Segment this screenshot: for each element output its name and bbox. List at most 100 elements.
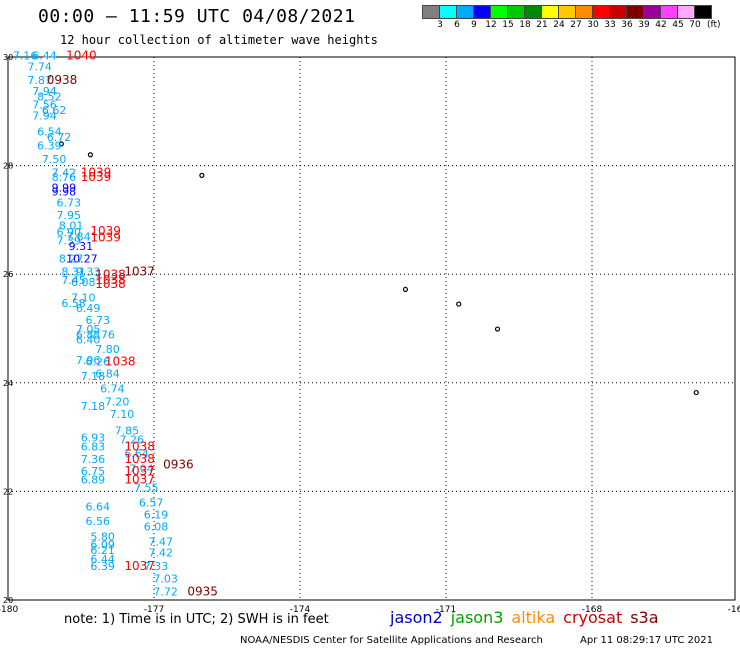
wave-height-label: 6.64 (124, 448, 149, 461)
color-scale-tick: 21 (536, 20, 548, 30)
wave-height-label: 6.26 (86, 355, 111, 368)
pass-time-label: 1038 (124, 440, 155, 454)
island-marker (402, 286, 409, 293)
island-marker (456, 301, 462, 307)
wave-height-label: 7.26 (119, 434, 143, 447)
satellite-legend-item: jason3 (450, 608, 504, 627)
wave-height-label: 6.09 (90, 538, 115, 551)
wave-height-label: 6.57 (139, 497, 164, 510)
pass-time-label: 1038 (95, 277, 126, 291)
x-axis-tick-label: -168 (582, 605, 603, 615)
y-axis-tick-label: 26 (3, 270, 13, 279)
wave-height-label: 6.73 (86, 314, 111, 327)
wave-height-label: 7.42 (52, 166, 76, 179)
wave-height-label: 6.72 (47, 131, 71, 144)
y-axis-tick-label: 30 (3, 53, 13, 62)
pass-time-label: 1038 (105, 354, 136, 368)
wave-height-label: 6.90 (56, 226, 81, 239)
wave-height-label: 7.42 (149, 547, 174, 560)
wave-height-label: 9.33 (76, 265, 101, 278)
y-axis-tick-label: 24 (3, 379, 13, 388)
color-swatch (694, 5, 712, 19)
x-axis-tick-label: -180 (0, 605, 18, 615)
wave-height-label: 6.89 (81, 473, 106, 486)
x-axis-tick-label: -174 (290, 605, 311, 615)
wave-height-label: 7.04 (129, 462, 154, 475)
wave-height-label: 7.10 (110, 408, 135, 421)
wave-height-label: 8.31 (61, 265, 86, 278)
satellite-legend-item: altika (511, 608, 556, 627)
wave-height-label: 8.01 (59, 220, 84, 233)
wave-height-label: 6.54 (37, 126, 62, 139)
satellite-legend: jason2 jason3 altika cryosat s3a (390, 608, 667, 627)
y-axis-tick-label: 28 (3, 162, 13, 171)
wave-height-label: 6.40 (76, 334, 101, 347)
wave-height-label: 9.98 (52, 185, 76, 198)
wave-height-label: 7.20 (105, 396, 130, 409)
pass-time-label: 0936 (163, 458, 194, 472)
wave-height-label: 7.72 (153, 586, 178, 599)
wave-height-label: 6.64 (86, 500, 111, 513)
color-scale-tick: 6 (454, 20, 460, 30)
island-marker (199, 172, 205, 178)
color-scale-tick: 18 (519, 20, 531, 30)
wave-height-label: 6.58 (61, 297, 86, 310)
wave-height-label: 7.76 (90, 328, 115, 341)
island-marker (58, 141, 64, 147)
color-scale-tick: 24 (553, 20, 565, 30)
wave-height-label: 8.52 (37, 90, 62, 103)
color-scale-tick: 33 (604, 20, 616, 30)
island-marker (87, 152, 93, 158)
pass-time-label: 1039 (81, 170, 112, 184)
wave-height-label: 6.84 (95, 367, 120, 380)
pass-time-label: 1038 (95, 273, 126, 287)
wave-height-label: 7.94 (32, 85, 57, 98)
wave-height-label: 6.49 (76, 302, 101, 315)
wave-height-label: 7.95 (56, 209, 81, 222)
footer-note: note: 1) Time is in UTC; 2) SWH is in fe… (64, 612, 329, 627)
chart-subtitle: 12 hour collection of altimeter wave hei… (60, 33, 378, 47)
color-scale-tick: 45 (672, 20, 684, 30)
pass-time-label: 1037 (124, 472, 155, 486)
y-axis-tick-label: 20 (3, 596, 13, 605)
wave-height-label: 7.18 (81, 370, 106, 383)
wave-height-label: 7.05 (76, 323, 101, 336)
wave-height-label: 6.19 (144, 509, 169, 522)
wave-height-label: 7.84 (66, 231, 91, 244)
wave-height-label: 7.03 (153, 573, 178, 586)
wave-height-label: 7.80 (95, 343, 120, 356)
wave-height-label: 9.99 (52, 182, 76, 195)
pass-time-label: 1040 (66, 49, 97, 63)
color-scale-tick: 9 (471, 20, 477, 30)
color-scale-legend (422, 5, 712, 19)
satellite-legend-item: jason2 (390, 608, 443, 627)
pass-time-label: 0935 (187, 585, 218, 599)
wave-height-label: 7.10 (71, 291, 96, 304)
wave-height-label: 6.08 (144, 520, 169, 533)
wave-height-label: 5.80 (90, 530, 115, 543)
color-scale-tick: 39 (638, 20, 650, 30)
x-axis-tick-label: -177 (144, 605, 164, 615)
wave-height-label: 7.36 (81, 453, 106, 466)
wave-height-label: 7.50 (42, 153, 67, 166)
credit-text: NOAA/NESDIS Center for Satellite Applica… (240, 635, 543, 646)
pass-time-label: 1037 (124, 559, 155, 573)
color-scale-tick: 36 (621, 20, 633, 30)
wave-height-label: 7.45 (61, 274, 86, 287)
color-scale-tick: 3 (437, 20, 443, 30)
wave-height-label: 6.39 (37, 139, 62, 152)
generated-timestamp: Apr 11 08:29:17 UTC 2021 (580, 635, 713, 646)
wave-height-label: 8.27 (59, 252, 84, 265)
plot-frame (7, 56, 736, 601)
color-scale-tick: 70 (689, 20, 701, 30)
wave-height-label: 8.76 (52, 171, 76, 184)
wave-height-label: 6.44 (32, 50, 57, 63)
pass-time-label: 1039 (81, 165, 112, 179)
pass-time-label: 1038 (124, 452, 155, 466)
wave-height-label: 10.27 (66, 252, 98, 265)
color-scale-tick: 30 (587, 20, 599, 30)
wave-height-label: 6.62 (42, 104, 67, 117)
satellite-legend-item: s3a (630, 608, 659, 627)
satellite-legend-item: cryosat (563, 608, 623, 627)
